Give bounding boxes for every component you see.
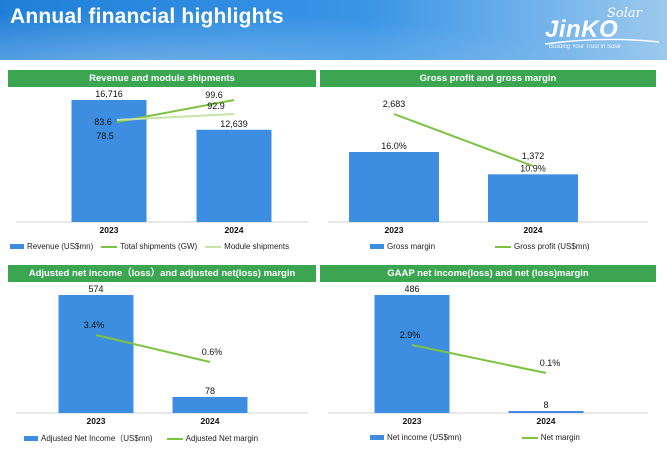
banner-glow [0,0,667,60]
bar [172,396,248,413]
chart-panel-gross-profit: Gross profit and gross margin 16.0% 2023 1… [320,70,656,252]
chart-panel-adjusted-net-income: Adjusted net income（loss）and adjusted ne… [8,265,316,445]
x-tick-label: 2023 [403,416,422,426]
line-value-label: 0.6% [202,347,223,357]
x-tick-label: 2023 [87,416,106,426]
x-tick-label: 2024 [524,225,543,235]
line-value-label: 2,683 [383,99,406,109]
line-value-label: 92.9 [207,101,225,111]
logo-brand: JinKO [545,16,619,43]
legend-swatch [24,436,38,441]
legend-label: Gross profit (US$mn) [514,242,590,251]
bar-value-label: 10.9% [520,163,546,173]
chart-title: GAAP net income(loss) and net (loss)marg… [320,265,656,282]
bar [71,100,147,222]
line-value-label: 1,372 [522,151,545,161]
bar [58,295,134,413]
company-logo: Solar JinKO Building Your Trust in Solar [543,2,663,58]
legend-label: Module shipments [224,242,290,251]
legend-label: Adjusted Net margin [185,434,259,443]
logo-slogan: Building Your Trust in Solar [549,44,622,50]
legend-item: Adjusted Net Income（US$mn) [24,433,153,444]
bar-value-label: 16,716 [95,89,123,99]
chart-svg-adjusted-net-income: 574 2023 78 2024 3.4% 0.6% [16,284,308,426]
legend-swatch [166,437,183,440]
legend-item: Adjusted Net margin [166,434,259,443]
bar-value-label: 78 [205,386,215,396]
x-tick-label: 2023 [100,225,119,235]
chart-legend: Gross margin Gross profit (US$mn) [370,242,598,251]
bar-value-label: 8 [543,400,548,410]
x-tick-label: 2024 [201,416,220,426]
chart-panel-gaap-net-income: GAAP net income(loss) and net (loss)marg… [320,265,656,445]
legend-label: Net income (US$mn) [387,433,462,442]
legend-item: Total shipments (GW) [101,242,197,251]
legend-item: Gross margin [370,242,435,251]
chart-panel-revenue: Revenue and module shipments 16,716 2023 1… [8,70,316,252]
bar-value-label: 574 [88,284,103,294]
bar [349,152,439,222]
chart-legend: Adjusted Net Income（US$mn) Adjusted Net … [24,433,266,444]
bar-value-label: 12,639 [220,119,248,129]
x-tick-label: 2024 [537,416,556,426]
chart-title: Adjusted net income（loss）and adjusted ne… [8,265,316,282]
page-title: Annual financial highlights [10,5,284,28]
legend-item: Revenue (US$mn) [10,242,93,251]
legend-label: Revenue (US$mn) [27,242,94,251]
chart-svg-gross-profit: 16.0% 2023 10.9% 2024 2,683 1,372 [328,99,648,235]
bar [488,174,578,222]
legend-swatch [101,245,118,248]
line-value-label: 99.6 [205,90,223,100]
chart-title: Gross profit and gross margin [320,70,656,87]
legend-label: Adjusted Net Income（US$mn) [41,434,153,443]
legend-swatch [205,245,222,248]
logo-sub: Solar [607,6,642,21]
series-line [393,113,534,167]
legend-label: Gross margin [387,242,436,251]
legend-swatch [521,436,538,439]
bar [508,411,584,413]
line-value-label: 2.9% [400,330,421,340]
header-banner: Annual financial highlights Solar JinKO … [0,0,667,60]
bar [374,295,450,413]
series-line [116,113,235,121]
bar [196,129,272,222]
legend-item: Gross profit (US$mn) [495,242,590,251]
legend-label: Total shipments (GW) [120,242,198,251]
series-line [95,334,211,363]
legend-label: Net margin [540,433,580,442]
logo-swoosh-icon [544,38,660,45]
chart-svg-gaap-net-income: 486 2023 8 2024 2.9% 0.1% [328,284,648,426]
legend-item: Net margin [521,433,580,442]
legend-swatch [10,244,24,249]
series-line [411,344,547,374]
legend-swatch [495,245,512,248]
x-tick-label: 2024 [225,225,244,235]
legend-item: Module shipments [205,242,289,251]
bar-value-label: 486 [404,284,419,294]
line-value-label: 0.1% [540,358,561,368]
bar-value-label: 16.0% [381,141,407,151]
chart-svg-revenue: 16,716 2023 12,639 2024 83.6 99.6 78.5 92.9 [16,89,308,235]
x-tick-label: 2023 [385,225,404,235]
legend-swatch [370,435,384,440]
chart-legend: Revenue (US$mn) Total shipments (GW) Mod… [10,242,297,251]
legend-swatch [370,244,384,249]
line-value-label: 78.5 [96,131,114,141]
chart-legend: Net income (US$mn) Net margin [370,433,588,442]
line-value-label: 83.6 [94,117,112,127]
chart-title: Revenue and module shipments [8,70,316,87]
line-value-label: 3.4% [84,320,105,330]
legend-item: Net income (US$mn) [370,433,462,442]
